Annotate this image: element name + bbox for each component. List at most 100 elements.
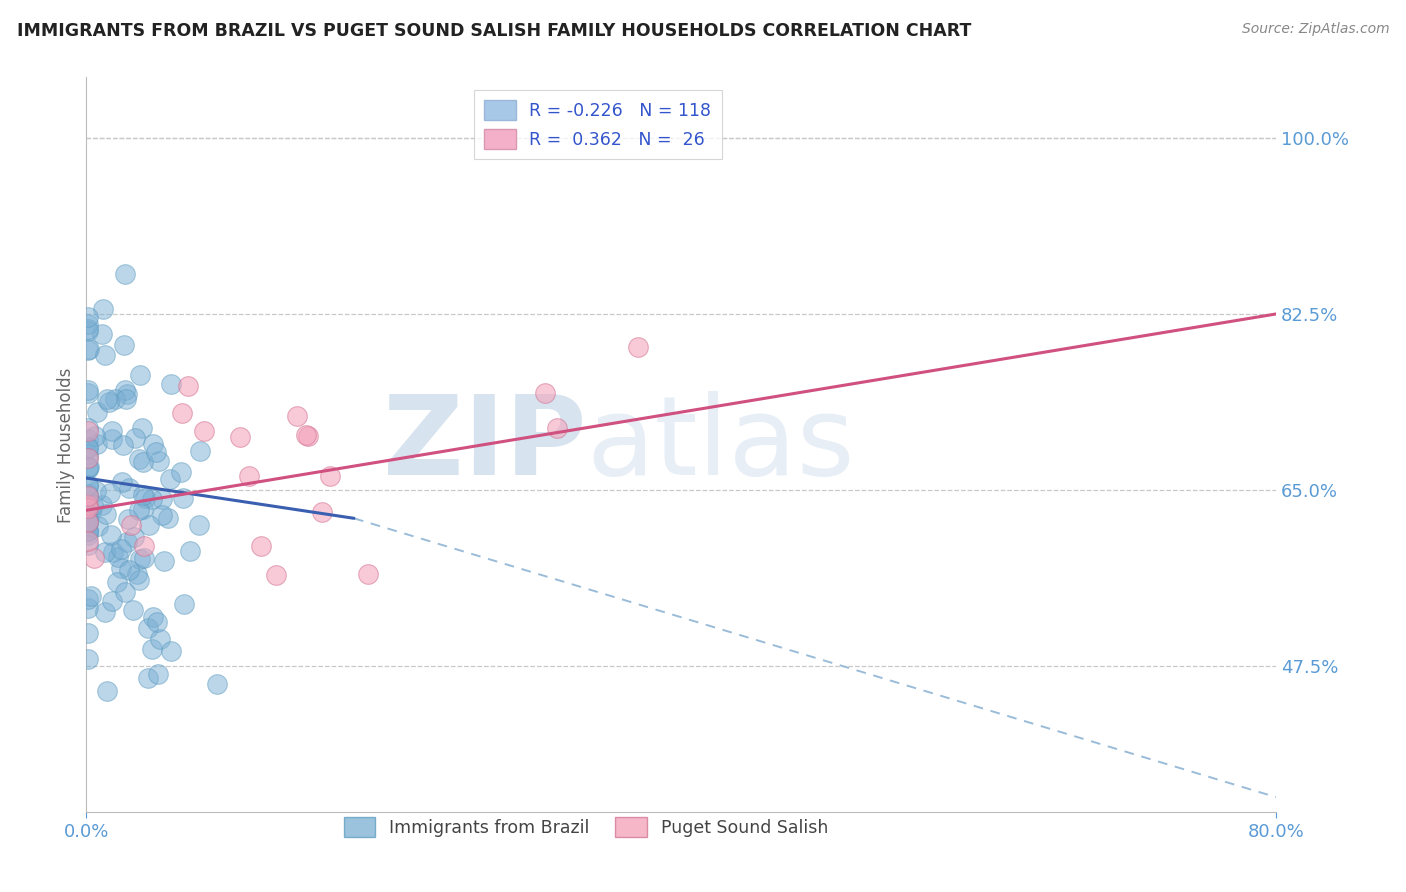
Point — [76, 489, 98, 503]
Point — [170, 465, 193, 479]
Point — [160, 644, 183, 658]
Legend: Immigrants from Brazil, Puget Sound Salish: Immigrants from Brazil, Puget Sound Sali… — [337, 810, 835, 844]
Point — [84, 483, 107, 498]
Point — [76, 533, 98, 548]
Point — [76, 433, 98, 447]
Point — [128, 502, 150, 516]
Text: atlas: atlas — [586, 392, 855, 499]
Point — [76, 343, 98, 357]
Point — [76, 516, 98, 530]
Point — [112, 337, 135, 351]
Point — [145, 445, 167, 459]
Point — [238, 469, 260, 483]
Point — [76, 498, 98, 512]
Point — [149, 632, 172, 647]
Point — [76, 524, 98, 538]
Point — [76, 601, 98, 615]
Point — [76, 528, 98, 542]
Point — [122, 603, 145, 617]
Point — [91, 326, 114, 341]
Point — [100, 528, 122, 542]
Point — [546, 421, 568, 435]
Point — [76, 385, 98, 400]
Point — [285, 409, 308, 423]
Point — [105, 575, 128, 590]
Point — [76, 384, 98, 398]
Point — [76, 421, 98, 435]
Point — [159, 472, 181, 486]
Point — [83, 429, 105, 443]
Point — [76, 507, 98, 521]
Point — [142, 610, 165, 624]
Point — [160, 377, 183, 392]
Point — [122, 530, 145, 544]
Point — [129, 368, 152, 382]
Point — [76, 625, 98, 640]
Point — [128, 452, 150, 467]
Point — [150, 491, 173, 506]
Point — [76, 450, 98, 465]
Point — [170, 406, 193, 420]
Point — [142, 437, 165, 451]
Point — [76, 500, 98, 515]
Point — [76, 425, 98, 439]
Point — [627, 340, 650, 354]
Point — [295, 427, 318, 442]
Point — [173, 598, 195, 612]
Text: Source: ZipAtlas.com: Source: ZipAtlas.com — [1241, 22, 1389, 37]
Point — [131, 421, 153, 435]
Point — [77, 460, 100, 475]
Point — [148, 666, 170, 681]
Point — [76, 516, 98, 531]
Point — [132, 502, 155, 516]
Point — [94, 348, 117, 362]
Point — [120, 518, 142, 533]
Y-axis label: Family Households: Family Households — [58, 368, 75, 523]
Point — [124, 431, 146, 445]
Point — [76, 515, 98, 529]
Point — [153, 554, 176, 568]
Point — [533, 386, 555, 401]
Point — [311, 505, 333, 519]
Point — [98, 395, 121, 409]
Point — [228, 430, 250, 444]
Point — [96, 683, 118, 698]
Point — [128, 573, 150, 587]
Point — [138, 518, 160, 533]
Point — [115, 392, 138, 406]
Point — [91, 301, 114, 316]
Point — [118, 481, 141, 495]
Point — [114, 383, 136, 397]
Point — [76, 450, 98, 465]
Point — [188, 444, 211, 458]
Point — [104, 392, 127, 407]
Point — [76, 310, 98, 325]
Point — [76, 460, 98, 475]
Point — [207, 677, 229, 691]
Point — [76, 524, 98, 538]
Point — [76, 513, 98, 527]
Text: ZIP: ZIP — [382, 392, 586, 499]
Point — [76, 447, 98, 461]
Point — [114, 584, 136, 599]
Point — [250, 540, 273, 554]
Point — [117, 512, 139, 526]
Point — [132, 539, 155, 553]
Point — [101, 594, 124, 608]
Point — [77, 342, 100, 356]
Point — [76, 325, 98, 339]
Point — [131, 488, 153, 502]
Point — [131, 455, 153, 469]
Point — [179, 543, 201, 558]
Point — [86, 518, 108, 533]
Point — [98, 486, 121, 500]
Point — [111, 438, 134, 452]
Point — [136, 671, 159, 685]
Point — [110, 560, 132, 574]
Point — [118, 563, 141, 577]
Point — [90, 499, 112, 513]
Point — [134, 491, 156, 505]
Point — [86, 437, 108, 451]
Point — [157, 511, 180, 525]
Point — [80, 505, 103, 519]
